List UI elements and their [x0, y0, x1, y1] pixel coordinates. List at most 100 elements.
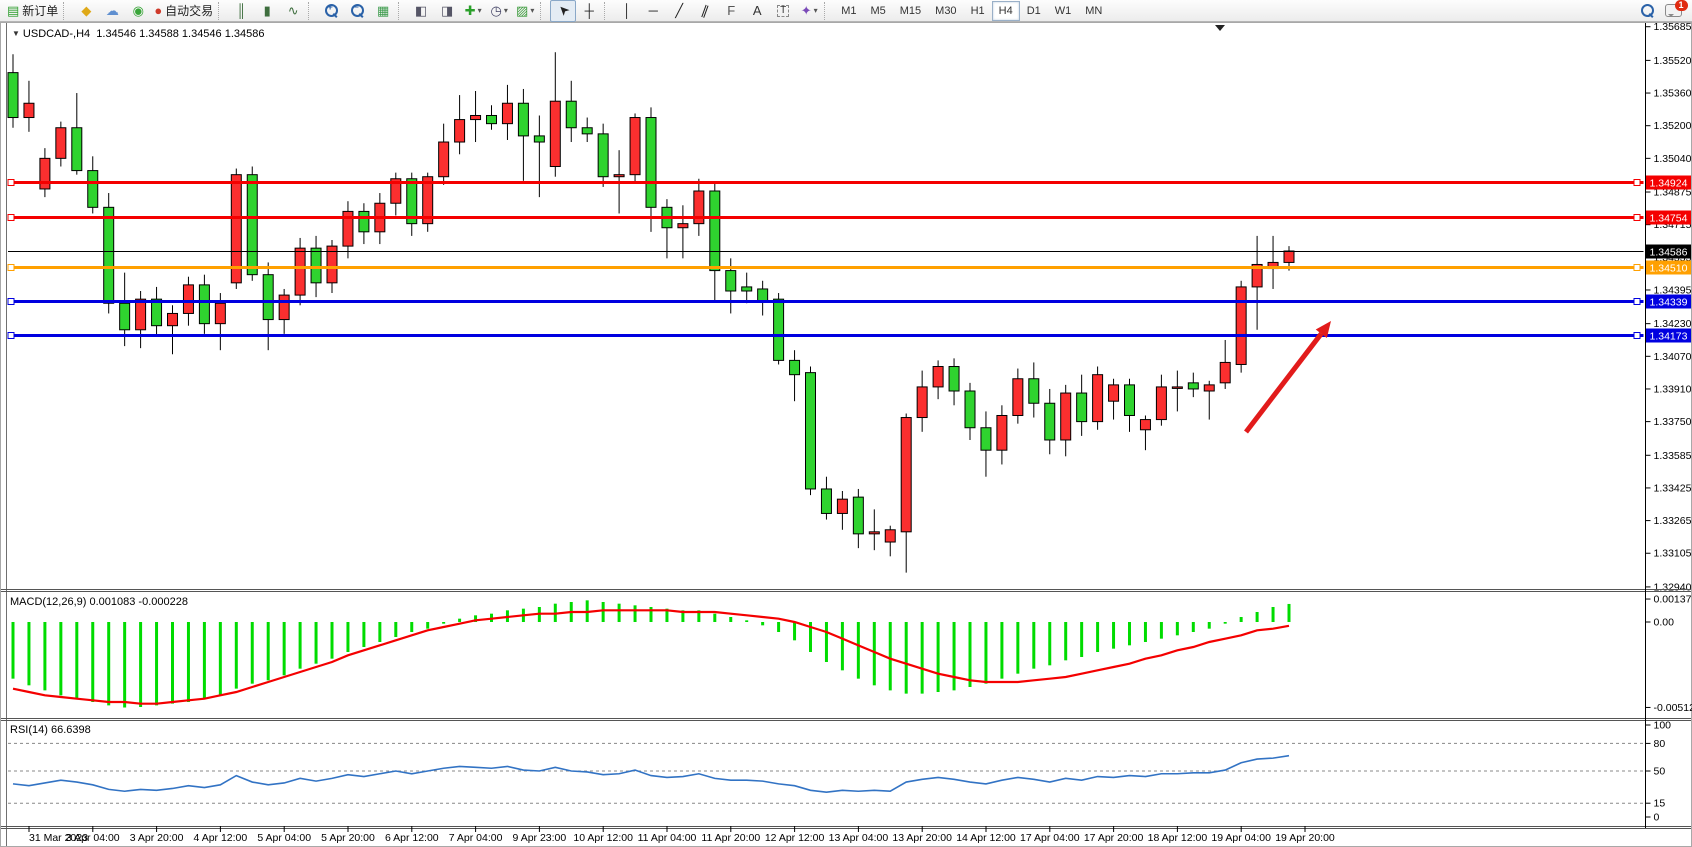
scroll-end-marker-icon[interactable] — [1215, 25, 1225, 31]
hline-left-handle[interactable] — [7, 264, 15, 271]
search-button[interactable] — [1634, 0, 1660, 22]
bull-candle-body — [932, 366, 944, 388]
notifications-button[interactable]: 1 — [1660, 0, 1688, 22]
line-chart-button[interactable]: ∿ — [280, 0, 306, 22]
tile-windows-button[interactable]: ▦ — [370, 0, 396, 22]
candle — [454, 95, 466, 155]
cascade-button[interactable]: ◨ — [434, 0, 460, 22]
timeframe-H1[interactable]: H1 — [970, 4, 985, 17]
bear-candle-body — [1076, 392, 1088, 423]
bull-candle-body — [390, 178, 402, 204]
vertical-line-button[interactable]: │ — [614, 0, 640, 22]
crosshair-button[interactable]: ┼ — [576, 0, 602, 22]
price-badge — [1646, 210, 1691, 225]
bear-candle-body — [948, 366, 960, 392]
trendline-button[interactable]: ╱ — [666, 0, 692, 22]
bear-candle-body — [773, 298, 785, 361]
price-tick-label: 1.35360 — [1654, 88, 1692, 100]
label-button[interactable]: T — [770, 0, 796, 22]
candle — [1187, 372, 1199, 398]
candle — [629, 113, 641, 183]
hline-right-handle[interactable] — [1633, 264, 1641, 271]
add-indicator-button[interactable]: ✚ ▾ — [460, 0, 486, 22]
bear-candle-body — [517, 102, 529, 137]
arrow-annotation-head[interactable] — [1315, 321, 1331, 338]
bull-candle-body — [884, 529, 896, 543]
bull-candle-body — [1012, 378, 1024, 416]
bull-candle-body — [1108, 384, 1120, 402]
bull-candle-body — [438, 141, 450, 178]
zoom-out-button[interactable]: − — [344, 0, 370, 22]
collapse-icon[interactable]: ▼ — [12, 29, 20, 38]
hline-left-handle[interactable] — [7, 214, 15, 221]
bull-candle-body — [470, 114, 482, 121]
trendline-icon: ╱ — [675, 3, 684, 18]
time-axis-label: 11 Apr 20:00 — [701, 832, 760, 844]
time-axis-label: 11 Apr 04:00 — [638, 832, 697, 844]
text-button[interactable]: A — [744, 0, 770, 22]
zoom-in-button[interactable]: + — [318, 0, 344, 22]
zoom-out-icon: − — [350, 2, 364, 18]
candle — [198, 274, 210, 334]
arrow-annotation[interactable] — [1244, 332, 1324, 434]
candle — [645, 107, 657, 232]
bull-candle-body — [135, 298, 147, 331]
bear-candle-body — [198, 284, 210, 325]
new-order-icon: ▤ — [7, 3, 20, 18]
arrows-icon: ✦ — [800, 3, 812, 18]
hline-left-handle[interactable] — [7, 298, 15, 305]
auto-arrange-button[interactable]: ◧ — [408, 0, 434, 22]
candle — [597, 123, 609, 187]
auto-trading-button[interactable]: ● 自动交易 — [151, 0, 216, 22]
candle — [820, 476, 832, 520]
hline-left-handle[interactable] — [7, 179, 15, 186]
hline-right-handle[interactable] — [1633, 214, 1641, 221]
candle — [486, 105, 497, 130]
timeframe-M15[interactable]: M15 — [899, 4, 922, 17]
timeframe-M1[interactable]: M1 — [841, 4, 857, 17]
bear-candle-body — [151, 298, 163, 327]
timeframe-D1[interactable]: D1 — [1026, 4, 1041, 17]
timeframe-M5[interactable]: M5 — [870, 4, 886, 17]
time-axis-label: 10 Apr 12:00 — [573, 832, 633, 844]
timeframe-W1[interactable]: W1 — [1054, 4, 1072, 17]
candle — [900, 413, 912, 573]
timeframe-M30[interactable]: M30 — [935, 4, 957, 17]
hline-left-handle[interactable] — [7, 332, 15, 339]
candle — [246, 166, 258, 281]
bar-chart-button[interactable]: ║ — [228, 0, 254, 22]
fibonacci-button[interactable]: F — [718, 0, 744, 22]
line-chart-icon: ∿ — [287, 3, 299, 18]
cursor-button[interactable]: ➤ — [550, 0, 577, 22]
bear-candle-body — [805, 372, 816, 490]
time-axis-label: 12 Apr 12:00 — [765, 832, 825, 844]
periods-button[interactable]: ◷ ▾ — [486, 0, 512, 22]
hline-right-handle[interactable] — [1633, 332, 1641, 339]
candlestick-button[interactable]: ▮ — [254, 0, 280, 22]
styler-button[interactable]: ◆ — [73, 0, 99, 22]
bull-candle-body — [836, 498, 848, 514]
hline-right-handle[interactable] — [1633, 298, 1641, 305]
horizontal-line-button[interactable]: ─ — [640, 0, 666, 22]
bear-candle-body — [533, 135, 545, 143]
timeframe-H4[interactable]: H4 — [991, 0, 1020, 21]
text-icon: A — [752, 3, 762, 18]
autotrade-icon: ● — [154, 3, 163, 18]
hline-right-handle[interactable] — [1633, 179, 1641, 186]
profiles-button[interactable]: ☁ — [99, 0, 125, 22]
bear-candle-body — [597, 133, 609, 178]
signals-button[interactable]: ◉ — [125, 0, 151, 22]
bear-candle-body — [820, 488, 832, 514]
templates-button[interactable]: ▨ ▾ — [512, 0, 538, 22]
bear-candle-body — [757, 288, 769, 302]
channel-button[interactable]: ∥ — [692, 0, 718, 22]
chart-title[interactable]: ▼ USDCAD-,H4 1.34546 1.34588 1.34546 1.34… — [12, 28, 264, 40]
candle — [565, 80, 577, 143]
timeframe-MN[interactable]: MN — [1085, 4, 1103, 17]
bear-candle-body — [725, 270, 737, 292]
price-tick-label: 1.35520 — [1654, 55, 1692, 67]
candle — [501, 84, 513, 140]
arrows-button[interactable]: ✦ ▾ — [796, 0, 822, 22]
new-order-button[interactable]: ▤ 新订单 — [4, 0, 61, 22]
